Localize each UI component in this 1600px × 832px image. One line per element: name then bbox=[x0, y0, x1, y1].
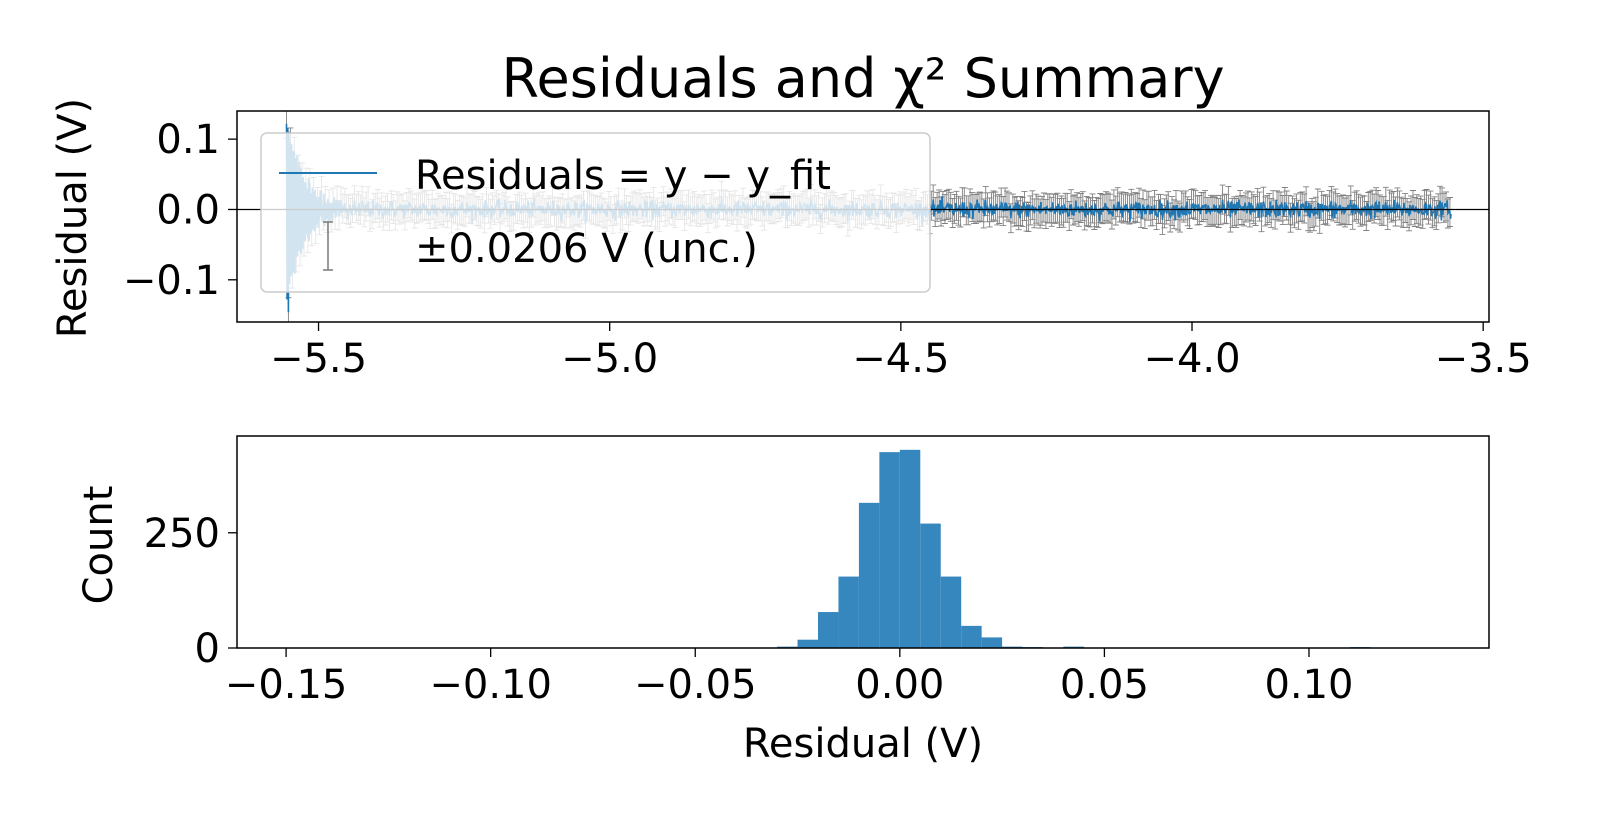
y-tick-label: 0.0 bbox=[156, 187, 220, 233]
x-tick-label: −0.05 bbox=[634, 662, 757, 708]
y-tick-label: 0 bbox=[195, 626, 220, 672]
chart-title: Residuals and χ² Summary bbox=[501, 47, 1224, 110]
histogram-bar bbox=[899, 449, 921, 648]
x-tick-label: −4.0 bbox=[1143, 336, 1240, 382]
residuals-x-ticks: −5.5 −5.0 −4.5 −4.0 −3.5 bbox=[270, 322, 1532, 382]
x-tick-label: −5.0 bbox=[561, 336, 658, 382]
x-tick-label: −0.10 bbox=[429, 662, 552, 708]
x-tick-label: 0.00 bbox=[855, 662, 944, 708]
histogram-bar bbox=[920, 523, 941, 648]
histogram-bar bbox=[838, 576, 859, 648]
histogram-bar bbox=[961, 625, 982, 648]
histogram-x-ticks: −0.15 −0.10 −0.05 0.00 0.05 0.10 bbox=[225, 648, 1354, 708]
y-tick-label: −0.1 bbox=[123, 258, 220, 304]
x-tick-label: −3.5 bbox=[1435, 336, 1532, 382]
histogram-bar bbox=[797, 639, 818, 648]
histogram-bars bbox=[756, 449, 1371, 648]
residual-histogram: −0.15 −0.10 −0.05 0.00 0.05 0.10 0 250 Residua… bbox=[76, 435, 1490, 767]
histogram-bar bbox=[817, 612, 839, 648]
legend-errorbar-swatch bbox=[323, 221, 333, 271]
y-tick-label: 250 bbox=[144, 511, 220, 557]
residuals-y-ticks: 0.1 0.0 −0.1 bbox=[123, 117, 237, 304]
histogram-y-ticks: 0 250 bbox=[144, 511, 237, 672]
histogram-bar bbox=[879, 452, 900, 648]
legend: Residuals = y − y_fit ±0.0206 V (unc.) bbox=[260, 132, 931, 293]
y-tick-label: 0.1 bbox=[156, 117, 220, 163]
legend-label-uncertainty: ±0.0206 V (unc.) bbox=[415, 226, 758, 272]
residuals-plot: −5.5 −5.0 −4.5 −4.0 −3.5 0.1 0.0 −0.1 Residual… bbox=[50, 98, 1532, 382]
histogram-bar bbox=[981, 637, 1003, 648]
histogram-y-axis-label: Count bbox=[76, 486, 122, 605]
x-tick-label: 0.05 bbox=[1060, 662, 1149, 708]
histogram-bar bbox=[858, 502, 880, 648]
histogram-bar bbox=[940, 576, 962, 648]
x-tick-label: −4.5 bbox=[852, 336, 949, 382]
x-tick-label: −5.5 bbox=[270, 336, 367, 382]
histogram-frame bbox=[236, 435, 1490, 649]
x-tick-label: −0.15 bbox=[225, 662, 348, 708]
legend-frame bbox=[260, 132, 931, 293]
x-tick-label: 0.10 bbox=[1264, 662, 1353, 708]
histogram-x-axis-label: Residual (V) bbox=[743, 721, 983, 767]
residuals-y-axis-label: Residual (V) bbox=[50, 98, 96, 338]
legend-label-residuals: Residuals = y − y_fit bbox=[415, 153, 831, 199]
residuals-plot-frame bbox=[236, 110, 1490, 323]
